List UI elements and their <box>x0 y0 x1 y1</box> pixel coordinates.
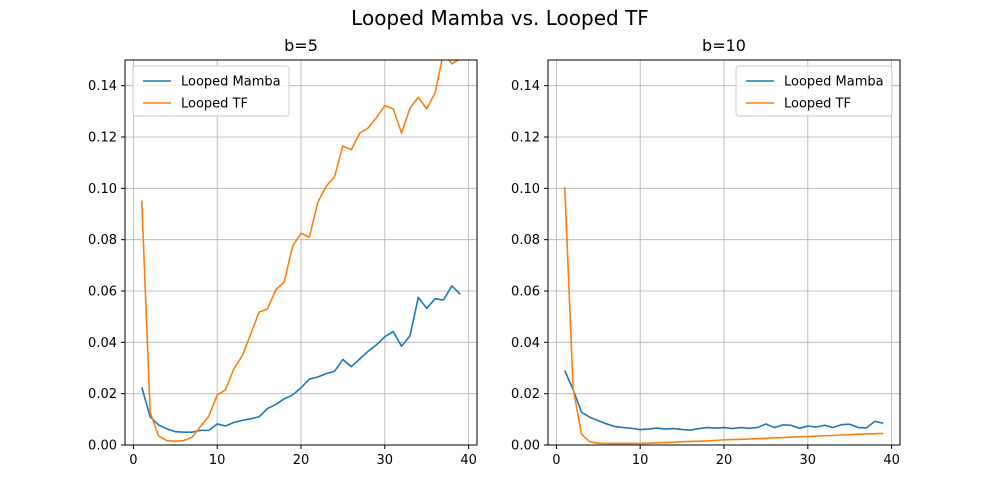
series-line-looped-mamba <box>564 370 884 431</box>
legend-label: Looped Mamba <box>784 75 884 90</box>
subplot-b5: 0 10 20 30 40 0.00 0.02 0.04 0.06 0.08 0.10 0.12 0.1… <box>88 36 478 468</box>
series-line-looped-mamba <box>140 285 461 433</box>
y-tick-label: 0.06 <box>88 285 117 300</box>
legend: Looped Mamba Looped TF <box>735 65 893 117</box>
y-tick-label: 0.00 <box>511 439 540 454</box>
subplot-title: b=10 <box>702 36 746 55</box>
x-tick-label: 0 <box>552 453 560 468</box>
x-tick-label: 10 <box>632 453 649 468</box>
legend: Looped Mamba Looped TF <box>132 65 290 117</box>
legend-label: Looped Mamba <box>181 75 281 90</box>
subplot-b10: 0 10 20 30 40 0.00 0.02 0.04 0.06 0.08 0.10 0.12 0.1… <box>511 36 901 468</box>
series-line-looped-tf <box>140 60 460 442</box>
x-tick-label: 40 <box>460 453 477 468</box>
y-tick-label: 0.02 <box>88 387 117 402</box>
y-tick-label: 0.02 <box>511 387 540 402</box>
legend-label: Looped TF <box>181 97 248 112</box>
legend-box <box>132 65 290 117</box>
y-tick-label: 0.00 <box>88 439 117 454</box>
x-tick-label: 10 <box>209 453 226 468</box>
series-line-looped-tf <box>563 187 884 445</box>
x-tick-label: 0 <box>129 453 137 468</box>
y-tick-label: 0.04 <box>511 336 540 351</box>
x-tick-label: 30 <box>800 453 817 468</box>
y-tick-label: 0.14 <box>511 79 540 94</box>
y-tick-label: 0.14 <box>88 79 117 94</box>
legend-box <box>735 65 893 117</box>
figure-suptitle: Looped Mamba vs. Looped TF <box>351 6 649 30</box>
y-tick-label: 0.12 <box>88 131 117 146</box>
x-tick-label: 30 <box>377 453 394 468</box>
y-tick-label: 0.10 <box>511 182 540 197</box>
y-tick-label: 0.12 <box>511 131 540 146</box>
legend-label: Looped TF <box>784 97 851 112</box>
x-tick-label: 40 <box>883 453 900 468</box>
y-tick-label: 0.04 <box>88 336 117 351</box>
y-tick-label: 0.06 <box>511 285 540 300</box>
x-tick-label: 20 <box>716 453 733 468</box>
y-tick-label: 0.08 <box>88 233 117 248</box>
subplot-title: b=5 <box>284 36 318 55</box>
y-tick-label: 0.08 <box>511 233 540 248</box>
x-tick-label: 20 <box>293 453 310 468</box>
y-tick-label: 0.10 <box>88 182 117 197</box>
